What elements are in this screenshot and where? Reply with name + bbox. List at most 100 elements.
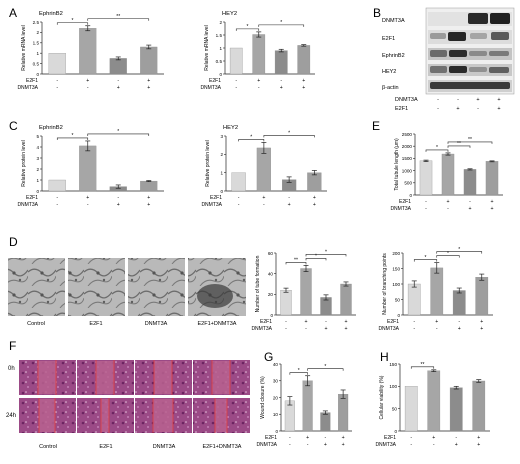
- condition-sign: -: [235, 78, 237, 84]
- blot-condition-sign: +: [497, 97, 500, 103]
- significance-bracket: [289, 372, 308, 375]
- significance-label: *: [72, 133, 74, 139]
- tube-image-dark-region: [197, 284, 233, 308]
- y-tick-label: 2: [36, 30, 39, 35]
- bar: [252, 34, 266, 75]
- y-axis-label: Relative protein level: [21, 140, 27, 186]
- bar: [404, 386, 418, 432]
- bar: [463, 169, 477, 196]
- significance-bracket: [425, 149, 449, 152]
- condition-sign: +: [304, 319, 307, 325]
- condition-sign: -: [413, 326, 415, 332]
- y-axis-label: Wound closure (%): [260, 376, 266, 419]
- y-tick-label: 150: [392, 266, 400, 271]
- condition-sign: -: [305, 326, 307, 332]
- bar: [452, 290, 466, 316]
- condition-sign: +: [288, 202, 291, 208]
- significance-label: *: [325, 250, 327, 256]
- condition-label: DNMT3A: [375, 442, 396, 448]
- y-tick-label: 50: [392, 406, 398, 411]
- y-tick-label: 2: [36, 167, 39, 172]
- blot-row-label: β-actin: [382, 85, 399, 91]
- y-tick-label: 50: [395, 297, 401, 302]
- blot-condition-sign: -: [457, 97, 459, 103]
- significance-bracket: [307, 368, 344, 371]
- condition-sign: -: [235, 85, 237, 91]
- y-tick-label: 0: [36, 189, 39, 194]
- chart-c1: 0 1 2 3 4 5 Relative protein level EphrinB2 * * E2…: [17, 125, 164, 208]
- condition-sign: +: [257, 78, 260, 84]
- y-tick-label: 2000: [402, 144, 413, 149]
- condition-sign: -: [87, 202, 89, 208]
- wound-row-label-24h: 24h: [6, 413, 16, 419]
- y-tick-label: 0: [409, 193, 412, 198]
- bar: [307, 172, 322, 192]
- y-tick-label: 500: [404, 181, 412, 186]
- condition-sign: +: [480, 319, 483, 325]
- y-tick-label: 2500: [402, 132, 413, 137]
- condition-sign: -: [285, 319, 287, 325]
- significance-label: *: [315, 254, 317, 260]
- y-axis-label: Relative mRNA level: [21, 25, 27, 71]
- y-tick-label: 3: [36, 156, 39, 161]
- panel-letter-d: D: [9, 235, 18, 249]
- condition-label: DNMT3A: [200, 85, 221, 91]
- y-tick-label: 20: [268, 292, 274, 297]
- condition-sign: -: [238, 202, 240, 208]
- panel-letter-h: H: [380, 350, 389, 364]
- significance-bracket: [410, 366, 435, 369]
- blot-band: [449, 50, 467, 57]
- blot-condition-sign: -: [437, 106, 439, 112]
- condition-sign: -: [56, 202, 58, 208]
- condition-sign: +: [302, 78, 305, 84]
- chart-title: HEY2: [222, 11, 237, 17]
- blot-band: [449, 66, 467, 73]
- condition-sign: +: [86, 195, 89, 201]
- condition-sign: -: [56, 78, 58, 84]
- y-axis-label: Relative mRNA level: [204, 25, 210, 71]
- blot-band: [430, 33, 446, 39]
- condition-label: E2F1: [26, 78, 38, 84]
- condition-sign: -: [425, 199, 427, 205]
- condition-sign: +: [86, 78, 89, 84]
- bar: [441, 153, 455, 196]
- significance-label: *: [458, 247, 460, 253]
- condition-label: DNMT3A: [390, 206, 411, 212]
- condition-sign: +: [324, 442, 327, 448]
- condition-sign: +: [147, 78, 150, 84]
- blot-band: [490, 13, 510, 24]
- condition-label: DNMT3A: [17, 85, 38, 91]
- bar: [320, 412, 331, 432]
- y-tick-label: 40: [273, 362, 279, 367]
- condition-sign: +: [342, 442, 345, 448]
- y-tick-label: 3: [220, 134, 223, 139]
- condition-sign: +: [446, 199, 449, 205]
- wound-gap: [215, 399, 227, 432]
- condition-label: E2F1: [399, 199, 411, 205]
- bar: [280, 290, 292, 316]
- significance-bracket: [447, 141, 493, 144]
- chart-title: HEY2: [223, 125, 238, 131]
- condition-sign: +: [342, 435, 345, 441]
- condition-sign: +: [117, 85, 120, 91]
- condition-label: E2F1: [387, 319, 399, 325]
- condition-label: E2F1: [384, 435, 396, 441]
- y-tick-label: 0: [219, 72, 222, 77]
- blot-condition-signs: - - + + - + - +: [437, 97, 501, 112]
- blot-band: [489, 67, 509, 73]
- significance-label: *: [250, 135, 252, 141]
- condition-sign: +: [262, 195, 265, 201]
- significance-bracket: [238, 139, 265, 142]
- y-tick-label: 0.5: [216, 59, 223, 64]
- panel-letter-f: F: [9, 339, 16, 353]
- bar: [300, 268, 312, 316]
- condition-sign: -: [56, 85, 58, 91]
- condition-sign: +: [468, 206, 471, 212]
- significance-bracket: [87, 18, 150, 21]
- tube-formation-images: Control E2F1 DNMT3A E2F1+DNMT3A: [8, 258, 246, 327]
- significance-label: **: [421, 362, 425, 368]
- wound-gap: [154, 361, 172, 394]
- panel-letter-c: C: [9, 119, 18, 133]
